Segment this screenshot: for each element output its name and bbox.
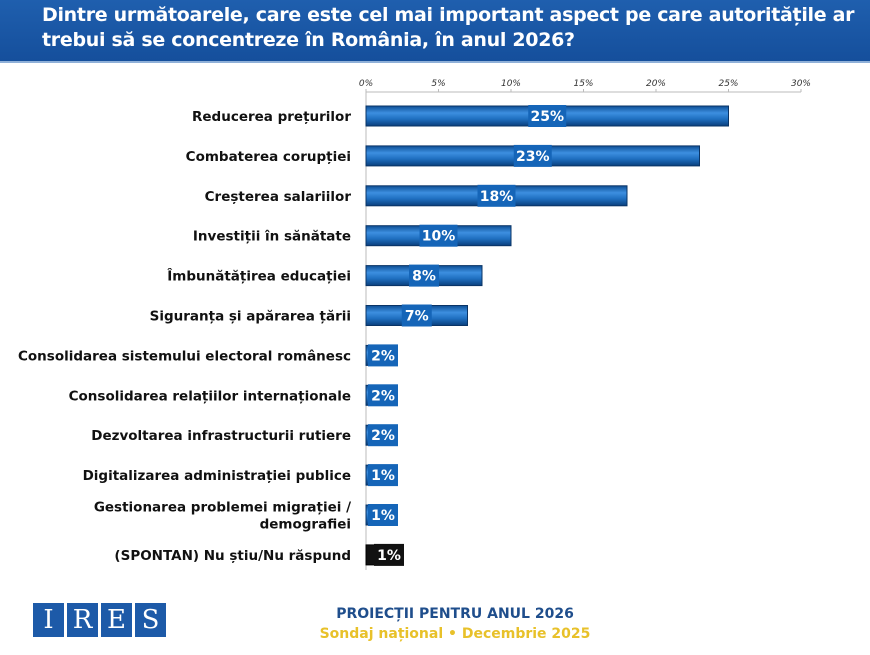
category-label: Reducerea prețurilor <box>192 109 351 125</box>
bar-row: Investiții în sănătate 10% <box>193 224 512 247</box>
bar-row: Îmbunătățirea educației 8% <box>167 264 483 287</box>
value-label-box <box>368 504 398 526</box>
bar-row: Creșterea salariilor 18% <box>205 184 628 207</box>
category-label: Îmbunătățirea educației <box>167 268 351 285</box>
bar-row: Dezvoltarea infrastructurii rutiere 2% <box>91 424 398 447</box>
category-label: Gestionarea problemei migrației / <box>94 500 351 516</box>
page-title: Dintre următoarele, care este cel mai im… <box>42 4 855 51</box>
tick-label: 30% <box>791 79 811 89</box>
footer-title: PROIECȚII PENTRU ANUL 2026 <box>336 606 574 622</box>
bar-row: Consolidarea sistemului electoral române… <box>18 344 398 367</box>
tick-label: 5% <box>431 79 445 89</box>
bar-row: Consolidarea relațiilor internaționale 2% <box>69 384 398 407</box>
value-label: 23% <box>516 149 550 165</box>
value-label: 2% <box>371 348 395 364</box>
bar-row: Reducerea prețurilor 25% <box>192 105 729 127</box>
value-label-box <box>368 344 398 367</box>
category-label: (SPONTAN) Nu știu/Nu răspund <box>114 548 351 564</box>
tick-label: 10% <box>501 79 521 89</box>
category-label: Consolidarea sistemului electoral române… <box>18 348 351 364</box>
value-label: 2% <box>371 388 395 404</box>
value-label: 1% <box>377 548 401 564</box>
category-label: Creșterea salariilor <box>205 189 352 205</box>
value-label: 7% <box>405 309 429 325</box>
bar-row: Siguranța și apărarea țării 7% <box>150 304 468 327</box>
value-label-box <box>368 464 398 487</box>
value-label: 1% <box>371 508 395 524</box>
tick-label: 20% <box>646 79 666 89</box>
tick-label: 25% <box>718 79 738 89</box>
value-label-box <box>368 424 398 447</box>
category-label: Siguranța și apărarea țării <box>150 309 351 325</box>
bar-chart: 0% 5% 10% 15% 20% 25% 30% Reducerea prețurilor… <box>18 79 811 570</box>
bar-row: (SPONTAN) Nu știu/Nu răspund 1% <box>114 543 404 566</box>
value-label-box <box>477 184 516 207</box>
bar-row: Combaterea corupției 23% <box>186 144 700 167</box>
category-label: Dezvoltarea infrastructurii rutiere <box>91 428 351 444</box>
category-label: Consolidarea relațiilor internaționale <box>69 388 351 404</box>
value-label: 25% <box>530 109 564 125</box>
value-label: 10% <box>422 229 456 245</box>
category-label: Combaterea corupției <box>186 149 351 165</box>
value-label-box <box>513 144 552 167</box>
value-label-box <box>374 543 404 566</box>
value-label-box <box>528 105 567 127</box>
value-label-box <box>368 384 398 407</box>
value-label-box <box>409 264 439 287</box>
category-label: Investiții în sănătate <box>193 229 351 245</box>
value-label-box <box>401 304 432 327</box>
bar-row: Gestionarea problemei migrației /demogra… <box>94 500 398 533</box>
footer-subtitle: Sondaj național • Decembrie 2025 <box>319 626 591 642</box>
value-label: 1% <box>371 468 395 484</box>
value-label: 18% <box>480 189 514 205</box>
category-label: demografiei <box>260 517 351 533</box>
tick-label: 0% <box>359 79 373 89</box>
value-label: 2% <box>371 428 395 444</box>
category-label: Digitalizarea administrației publice <box>83 468 351 484</box>
tick-label: 15% <box>573 79 593 89</box>
value-label-box <box>419 224 458 247</box>
title-banner: Dintre următoarele, care este cel mai im… <box>0 0 870 63</box>
bar-row: Digitalizarea administrației publice 1% <box>83 464 398 487</box>
value-label: 8% <box>412 269 436 285</box>
